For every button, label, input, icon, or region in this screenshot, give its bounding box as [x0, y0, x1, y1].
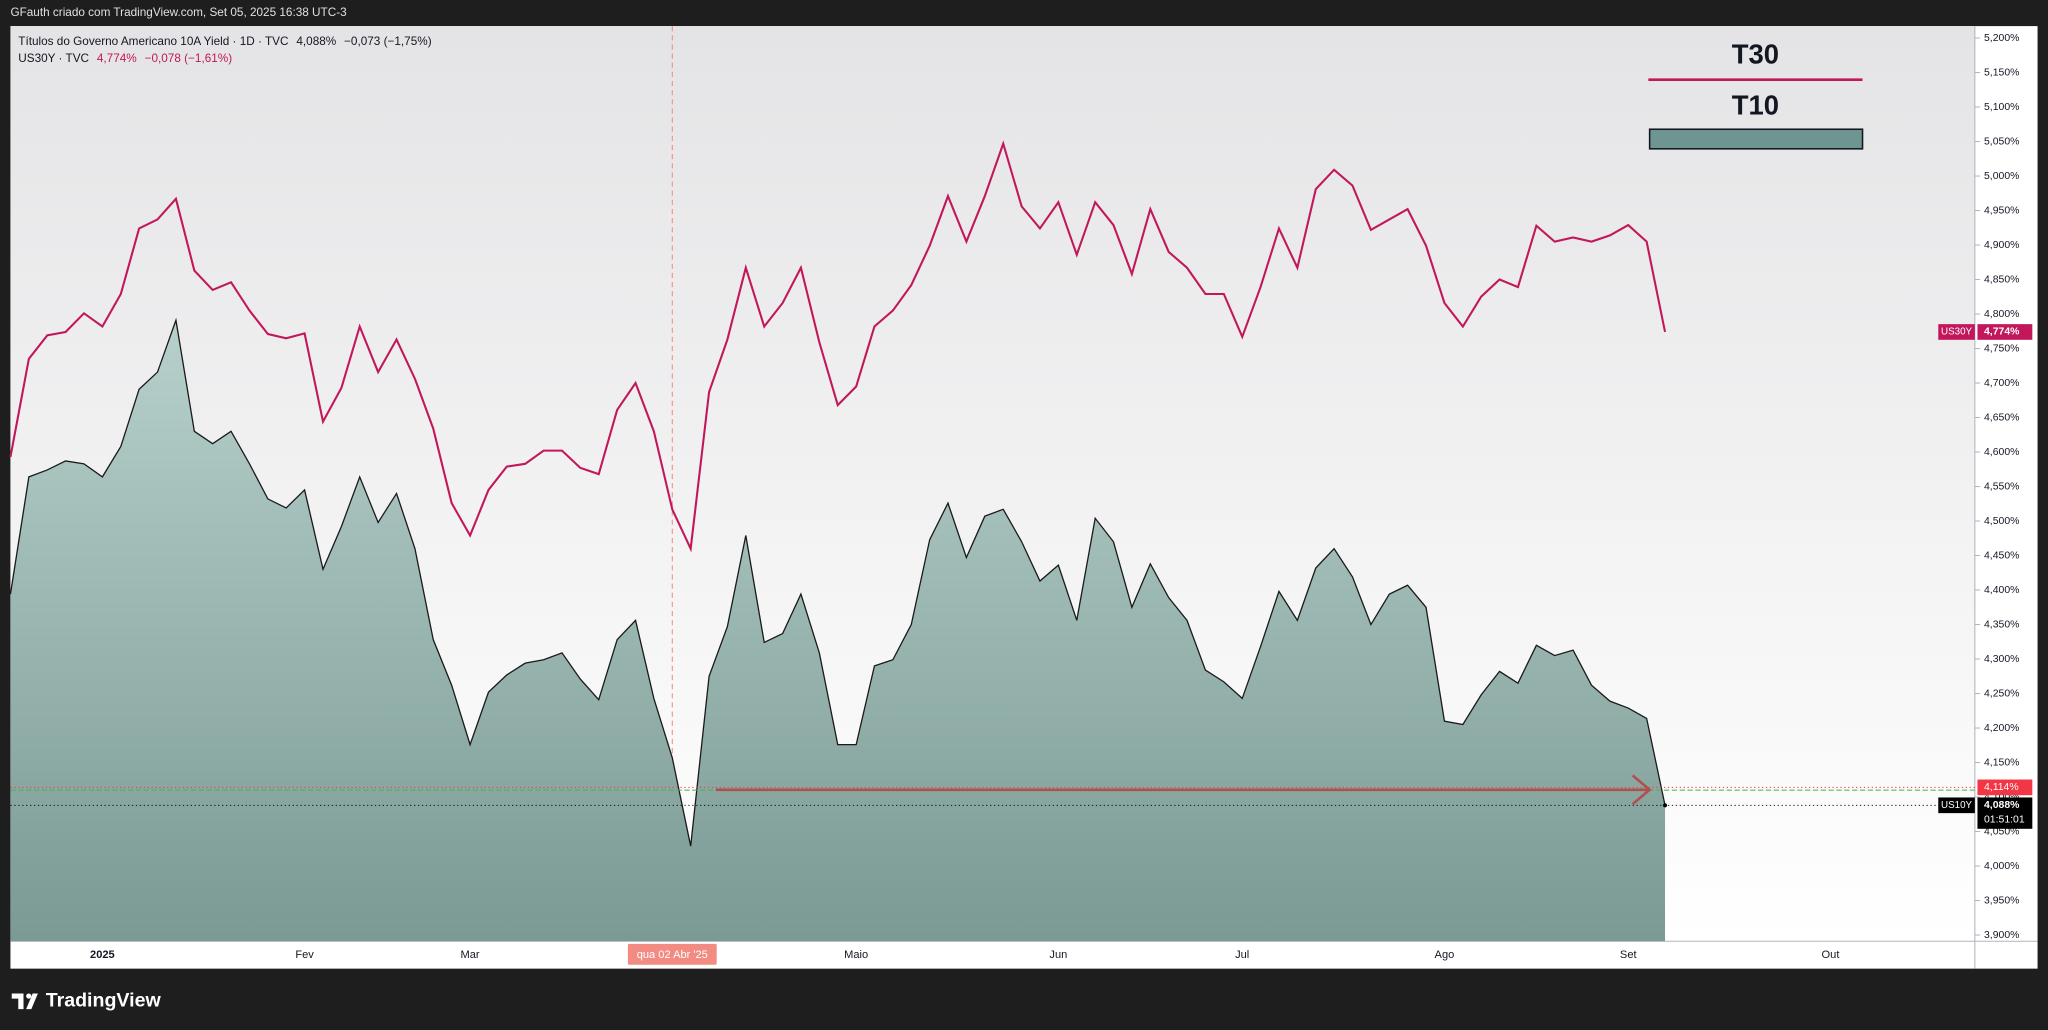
legend-label: T30	[1732, 38, 1779, 69]
arrow-drawing	[715, 774, 1652, 806]
x-tick-label: Ago	[1435, 949, 1455, 961]
y-tick-label: 4,850%	[1984, 274, 2019, 285]
y-tick-label: 5,050%	[1984, 136, 2019, 147]
symbol-change: −0,078 (−1,61%)	[145, 52, 233, 65]
area-line	[9, 317, 1666, 847]
legend: T30 T10	[1648, 38, 1864, 150]
y-tick-label: 4,400%	[1984, 585, 2019, 596]
y-tick-label: 4,500%	[1984, 516, 2019, 527]
y-tick-label: 4,750%	[1984, 343, 2019, 354]
y-tick-label: 5,200%	[1984, 33, 2019, 44]
y-tick-label: 4,900%	[1984, 240, 2019, 251]
x-tick-label: Out	[1822, 949, 1840, 961]
y-tick-label: 4,800%	[1984, 309, 2019, 320]
last-point	[1662, 803, 1668, 808]
price-tag-symbol-bg	[1938, 324, 1975, 340]
x-tick-label: Jul	[1235, 949, 1249, 961]
price-line-tag: 4,114%	[1984, 782, 2019, 793]
x-tick-label: Maio	[844, 949, 868, 961]
y-tick-label: 5,100%	[1984, 102, 2019, 113]
price-tag-value: 4,088%	[1984, 800, 2019, 811]
crosshair-label-bg	[627, 943, 717, 965]
y-tick-label: 4,150%	[1984, 757, 2019, 768]
x-tick-label: Jun	[1049, 949, 1067, 961]
price-tag-value: 4,774%	[1984, 327, 2019, 338]
line	[9, 140, 1667, 553]
price-tag: US10Y 4,088% 01:51:01	[1938, 797, 2033, 829]
arrow-head	[1631, 774, 1652, 806]
y-tick-label: 3,900%	[1984, 930, 2019, 941]
y-tick-label: 4,950%	[1984, 205, 2019, 216]
y-tick-label: 4,300%	[1984, 654, 2019, 665]
y-tick-label: 4,000%	[1984, 861, 2019, 872]
y-tick-label: 4,350%	[1984, 619, 2019, 630]
crosshair-label: qua 02 Abr '25	[637, 949, 708, 961]
price-tag: US30Y 4,774%	[1938, 324, 2033, 340]
x-tick-label: Set	[1620, 949, 1637, 961]
y-tick-label: 4,450%	[1984, 550, 2019, 561]
symbol-name: US30Y · TVC	[18, 52, 89, 65]
y-tick-label: 3,950%	[1984, 895, 2019, 906]
caption: GFauth criado com TradingView.com, Set 0…	[10, 6, 347, 19]
symbol-last: 4,088%	[296, 35, 336, 48]
logo-icon	[11, 993, 38, 1010]
y-tick-label: 4,700%	[1984, 378, 2019, 389]
logo-dot	[26, 993, 32, 999]
y-tick-label: 5,000%	[1984, 171, 2019, 182]
price-tag-countdown: 01:51:01	[1984, 814, 2025, 825]
price-tag-symbol-bg	[1938, 797, 1975, 814]
y-tick-label: 4,200%	[1984, 723, 2019, 734]
legend-label: T10	[1732, 89, 1779, 120]
y-tick-label: 4,650%	[1984, 412, 2019, 423]
x-tick-label: Fev	[295, 949, 314, 961]
x-tick-label: 2025	[90, 949, 115, 961]
y-tick-label: 4,250%	[1984, 688, 2019, 699]
y-tick-label: 4,600%	[1984, 447, 2019, 458]
y-tick-label: 4,050%	[1984, 826, 2019, 837]
symbol-change: −0,073 (−1,75%)	[344, 35, 432, 48]
symbol-last: 4,774%	[97, 52, 137, 65]
x-tick-label: Mar	[461, 949, 480, 961]
legend-swatch	[1648, 128, 1864, 150]
y-tick-label: 5,150%	[1984, 67, 2019, 78]
logo: TradingView	[11, 989, 162, 1011]
price-tag-symbol: US10Y	[1941, 800, 1972, 811]
logo-text: TradingView	[46, 989, 162, 1011]
price-tag-symbol: US30Y	[1941, 327, 1972, 338]
price-line-tag-bg	[1977, 779, 2033, 796]
y-tick-label: 4,100%	[1984, 792, 2019, 803]
y-tick-label: 4,550%	[1984, 481, 2019, 492]
price-tag-bg	[1977, 324, 2033, 340]
symbol-name: Títulos do Governo Americano 10A Yield ·…	[18, 35, 289, 48]
area-fill	[10, 320, 1666, 942]
price-tag-bg	[1977, 797, 2033, 829]
